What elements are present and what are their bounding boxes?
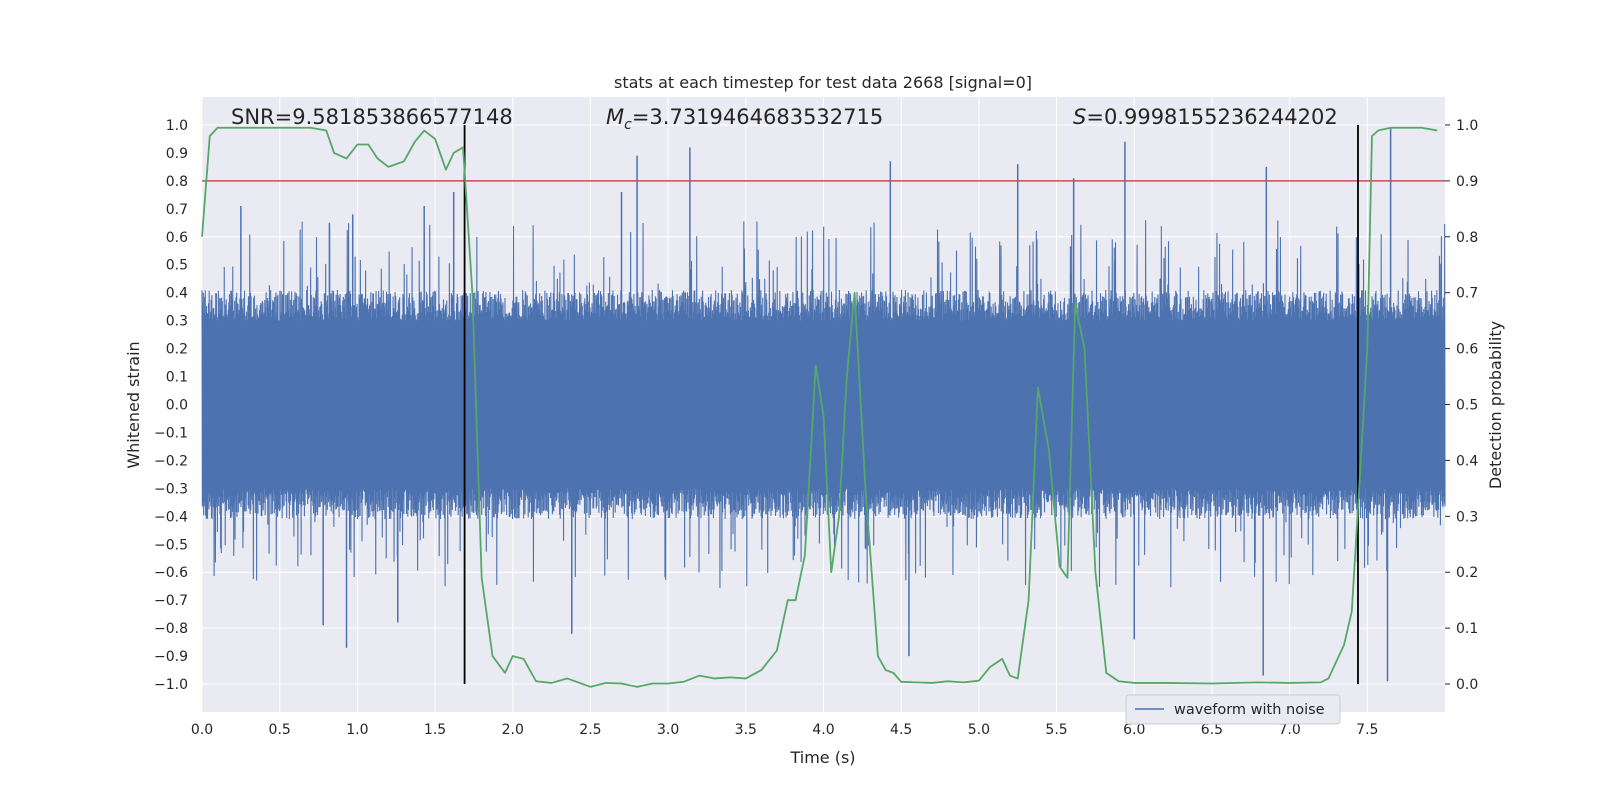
detection-probability-line — [201, 126, 1438, 688]
y-tick-label: 0.2 — [166, 342, 188, 358]
y-tick-label: −0.6 — [154, 565, 188, 581]
x-axis-label: Time (s) — [789, 748, 855, 767]
x-tick-label: 6.5 — [1201, 722, 1223, 738]
chirp-mass-subscript: c — [624, 117, 632, 133]
y-tick-label: 0.4 — [166, 286, 188, 302]
right-tick-label: 0.7 — [1456, 286, 1478, 302]
chirp-mass-symbol: M — [606, 105, 624, 129]
y-tick-label: −0.4 — [154, 509, 188, 525]
right-tick-label: 0.1 — [1456, 621, 1478, 637]
x-tick-label: 7.0 — [1278, 722, 1300, 738]
y-tick-label: −0.1 — [154, 425, 188, 441]
probability-overlay — [201, 124, 1445, 688]
right-tick-labels: 0.0 0.1 0.2 0.3 0.4 0.5 0.6 0.7 0.8 0.9 1.0 — [1445, 118, 1478, 693]
chart-title: stats at each timestep for test data 266… — [614, 73, 1032, 92]
y-tick-label: −0.8 — [154, 621, 188, 637]
x-tick-labels: 0.0 0.5 1.0 1.5 2.0 2.5 3.0 3.5 4.0 4.5 5.0 5.5 6.0 6… — [191, 722, 1379, 738]
x-tick-label: 1.5 — [424, 722, 446, 738]
right-tick-label: 0.5 — [1456, 398, 1478, 414]
s-value: =0.9998155236244202 — [1086, 105, 1337, 129]
s-symbol: S — [1073, 105, 1086, 129]
waveform-series — [201, 127, 1446, 682]
y-tick-label: 0.8 — [166, 174, 188, 190]
x-tick-label: 3.0 — [657, 722, 679, 738]
legend: waveform with noise — [1125, 694, 1341, 725]
y-tick-label: 0.3 — [166, 314, 188, 330]
snr-annotation: SNR=9.581853866577148 — [231, 105, 513, 129]
right-tick-label: 0.3 — [1456, 509, 1478, 525]
x-tick-label: 0.0 — [191, 722, 213, 738]
chirp-mass-value: =3.7319464683532715 — [632, 105, 883, 129]
y-tick-label: −0.7 — [154, 593, 188, 609]
y-tick-label: 0.0 — [166, 398, 188, 414]
right-tick-label: 0.6 — [1456, 342, 1478, 358]
x-tick-label: 0.5 — [269, 722, 291, 738]
y-tick-label: 0.6 — [166, 230, 188, 246]
x-tick-label: 1.0 — [346, 722, 368, 738]
y-tick-label: −0.9 — [154, 649, 188, 665]
right-tick-label: 0.2 — [1456, 565, 1478, 581]
x-tick-label: 6.0 — [1123, 722, 1145, 738]
y-tick-label: −0.5 — [154, 537, 188, 553]
x-tick-label: 2.0 — [502, 722, 524, 738]
y-tick-label: 0.1 — [166, 370, 188, 386]
y-tick-label: 0.5 — [166, 258, 188, 274]
x-tick-label: 5.5 — [1045, 722, 1067, 738]
x-tick-label: 4.0 — [812, 722, 834, 738]
legend-label: waveform with noise — [1174, 702, 1325, 718]
right-tick-label: 0.4 — [1456, 453, 1478, 469]
right-tick-label: 0.9 — [1456, 174, 1478, 190]
y-tick-label: 0.7 — [166, 202, 188, 218]
y-tick-label: −0.2 — [154, 453, 188, 469]
legend-box — [1125, 694, 1341, 725]
y-tick-label: −1.0 — [154, 677, 188, 693]
right-tick-label: 1.0 — [1456, 118, 1478, 134]
x-tick-label: 3.5 — [735, 722, 757, 738]
right-axis-label: Detection probability — [1486, 321, 1505, 489]
y-tick-label: 0.9 — [166, 146, 188, 162]
right-tick-label: 0.0 — [1456, 677, 1478, 693]
x-tick-label: 5.0 — [968, 722, 990, 738]
waveform-line — [201, 220, 1446, 588]
right-tick-label: 0.8 — [1456, 230, 1478, 246]
x-tick-label: 4.5 — [890, 722, 912, 738]
x-tick-label: 7.5 — [1356, 722, 1378, 738]
s-annotation: S=0.9998155236244202 — [1073, 105, 1338, 129]
chirp-mass-annotation: Mc=3.7319464683532715 — [606, 105, 883, 133]
x-tick-label: 2.5 — [579, 722, 601, 738]
y-axis-label: Whitened strain — [124, 341, 143, 468]
y-tick-label: 1.0 — [166, 118, 188, 134]
y-tick-labels: −1.0 −0.9 −0.8 −0.7 −0.6 −0.5 −0.4 −0.3 −0.2 −0.1… — [154, 118, 188, 693]
y-tick-label: −0.3 — [154, 481, 188, 497]
